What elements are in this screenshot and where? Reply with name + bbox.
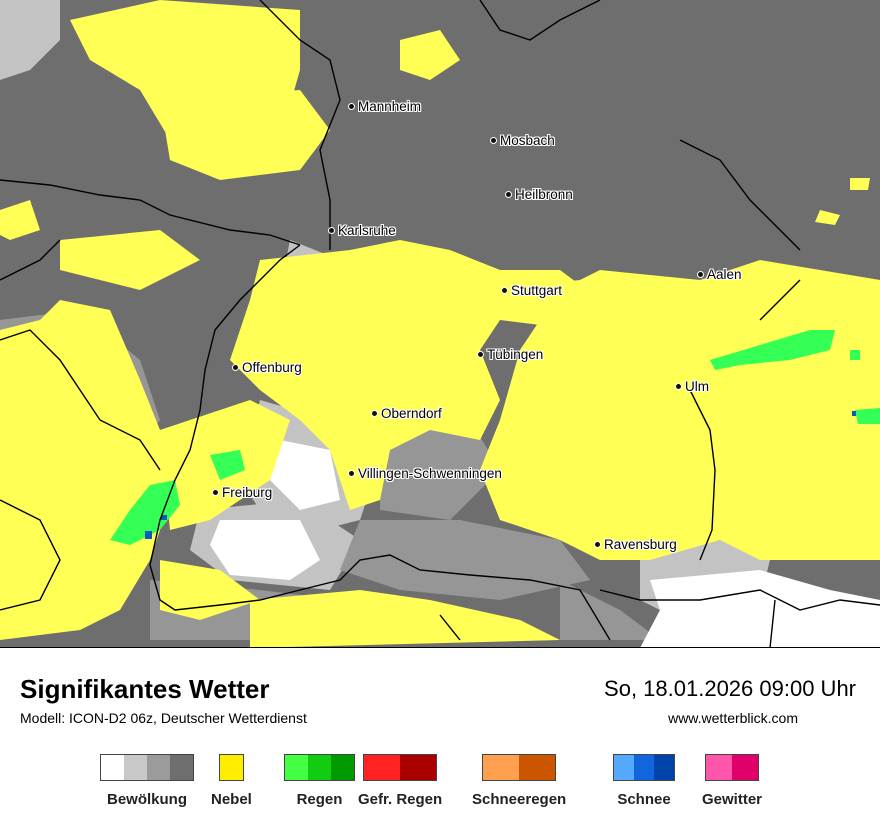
legend-swatch [285,755,308,780]
legend-swatch [634,755,654,780]
city-dot-icon [675,382,682,390]
fog-areas [0,0,880,647]
city-label: Villingen-Schwenningen [348,466,502,481]
city-label: Aalen [697,267,742,282]
legend-swatch [331,755,354,780]
legend-swatch [400,755,437,780]
city-label: Ravensburg [594,537,677,552]
legend-label: Bewölkung [106,791,187,808]
legend-swatch [147,755,170,780]
legend-swatch [614,755,634,780]
legend-swatches [284,754,355,781]
legend-swatch [654,755,674,780]
legend-schnee: Schnee [613,754,675,808]
map-footer: Signifikantes Wetter Modell: ICON-D2 06z… [0,648,880,830]
city-dot-icon [505,190,512,198]
legend-gewitter: Gewitter [702,754,762,808]
legend-swatch [124,755,147,780]
legend-swatch [101,755,124,780]
legend-swatches [705,754,759,781]
city-dot-icon [348,102,355,110]
city-dot-icon [477,350,484,358]
legend-swatch [519,755,556,780]
legend-label: Schnee [617,791,671,808]
forecast-datetime: So, 18.01.2026 09:00 Uhr [604,676,856,701]
snow-areas [145,411,856,539]
legend-swatch [706,755,732,780]
legend-swatches [218,754,244,781]
legend-label: Regen [296,791,343,808]
city-label: Ulm [675,379,709,394]
map-title: Signifikantes Wetter [20,674,270,704]
city-label: Stuttgart [501,283,562,298]
city-label: Mosbach [490,133,555,148]
legend-nebel: Nebel [211,754,252,808]
legend-swatch [483,755,520,780]
legend-swatches [100,754,194,781]
legend-label: Nebel [211,791,252,808]
rain-areas [110,330,880,545]
legend-label: Schneeregen [472,791,567,808]
city-label: Offenburg [232,360,302,375]
legend-regen: Regen [284,754,355,808]
legend-swatches [613,754,675,781]
city-dot-icon [371,409,378,417]
weather-map: Mannheim Mosbach Heilbronn Karlsruhe Aal… [0,0,880,648]
legend-swatches [363,754,438,781]
city-label: Heilbronn [505,187,573,202]
city-dot-icon [594,540,601,548]
city-dot-icon [212,488,219,496]
city-label: Mannheim [348,99,421,114]
city-dot-icon [501,286,508,294]
city-label: Karlsruhe [328,223,396,238]
website-link[interactable]: www.wetterblick.com [668,710,798,726]
city-dot-icon [348,469,355,477]
legend-label: Gefr. Regen [358,791,443,808]
model-source: Modell: ICON-D2 06z, Deutscher Wetterdie… [20,710,307,726]
legend-swatch [364,755,401,780]
weather-map-svg [0,0,880,647]
legend-swatch [219,755,243,780]
city-dot-icon [232,363,239,371]
legend-label: Gewitter [702,791,763,808]
legend-schneeregen: Schneeregen [472,754,566,808]
city-dot-icon [697,270,704,278]
city-dot-icon [490,136,497,144]
city-label: Tübingen [477,347,543,362]
legend-swatch [308,755,331,780]
legend-swatch [170,755,193,780]
city-dot-icon [328,226,335,234]
legend-swatch [732,755,758,780]
legend-swatches [482,754,557,781]
clear-areas [210,440,880,647]
legend-gefr-regen: Gefr. Regen [358,754,442,808]
city-label: Freiburg [212,485,272,500]
legend-bewoelkung: Bewölkung [100,754,194,808]
city-label: Oberndorf [371,406,442,421]
border-lines [0,0,880,647]
